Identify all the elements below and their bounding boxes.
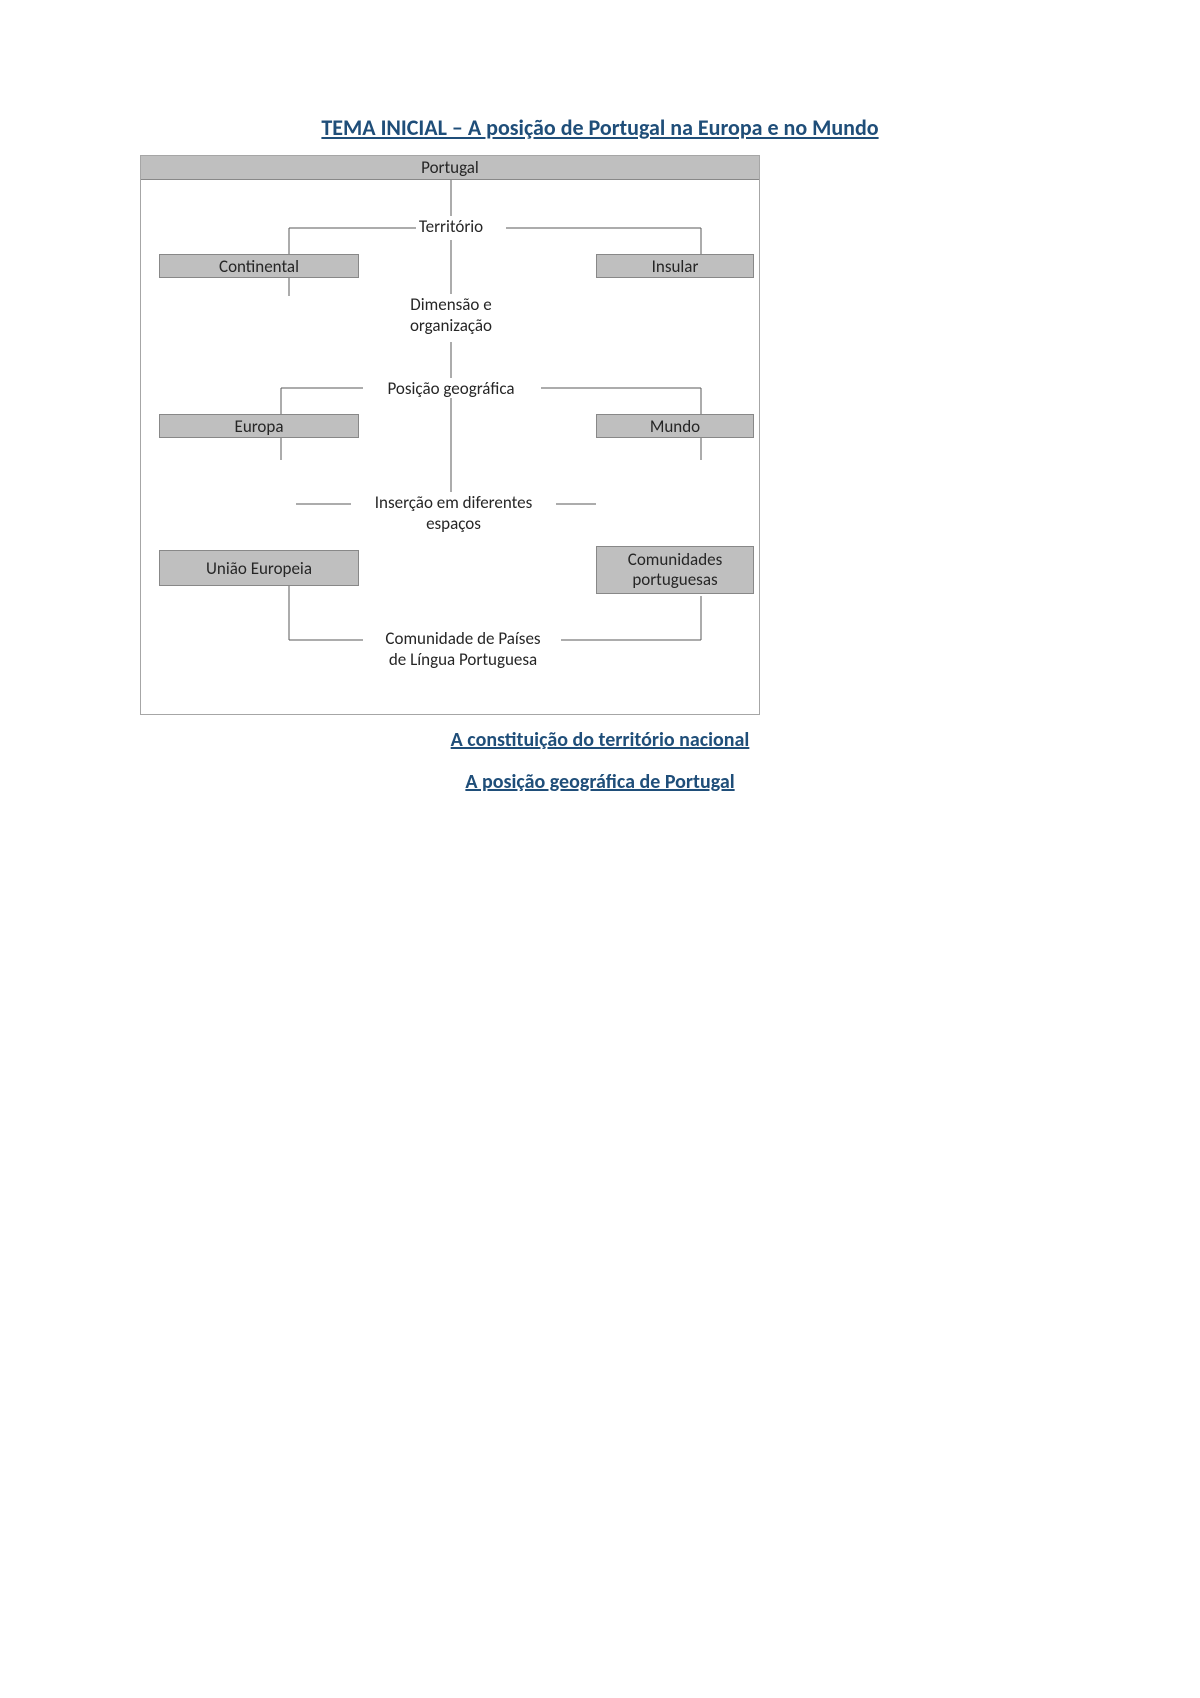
node-label: Insular xyxy=(652,256,699,277)
subtitle-posicao-geografica: A posição geográfica de Portugal xyxy=(0,770,1200,794)
subtitle-constituicao: A constituição do território nacional xyxy=(0,728,1200,752)
node-label: Europa xyxy=(235,416,284,437)
node-label-line1: Comunidade de Países xyxy=(385,628,540,649)
node-dimensao: Dimensão e organização xyxy=(391,294,511,337)
node-label: Território xyxy=(419,216,483,237)
node-label-line2: organização xyxy=(410,315,492,336)
node-label-line2: de Língua Portuguesa xyxy=(389,649,537,670)
node-label: Comunidades portuguesas xyxy=(628,550,723,591)
node-cplp: Comunidade de Países de Língua Portugues… xyxy=(363,628,563,671)
node-continental: Continental xyxy=(159,254,359,278)
node-label: Continental xyxy=(219,256,299,277)
node-mundo: Mundo xyxy=(596,414,754,438)
node-territorio: Território xyxy=(391,216,511,237)
node-label-line2: portuguesas xyxy=(632,569,717,590)
page-title: TEMA INICIAL – A posição de Portugal na … xyxy=(0,114,1200,141)
node-insular: Insular xyxy=(596,254,754,278)
node-comunidades-portuguesas: Comunidades portuguesas xyxy=(596,546,754,594)
hierarchy-diagram: Portugal Território Continental Insular … xyxy=(140,155,760,715)
node-label-line2: espaços xyxy=(426,513,481,534)
node-label: Portugal xyxy=(421,157,479,178)
node-label: Posição geográfica xyxy=(387,378,514,399)
node-europa: Europa xyxy=(159,414,359,438)
node-label: Mundo xyxy=(650,416,700,437)
node-posicao: Posição geográfica xyxy=(363,378,539,399)
node-portugal: Portugal xyxy=(141,156,759,180)
node-label: União Europeia xyxy=(206,558,312,579)
node-label-line1: Inserção em diferentes xyxy=(375,492,533,513)
node-label-line1: Dimensão e xyxy=(410,294,491,315)
node-uniao-europeia: União Europeia xyxy=(159,550,359,586)
node-label-line1: Comunidades xyxy=(628,549,723,570)
node-insercao: Inserção em diferentes espaços xyxy=(351,492,556,535)
